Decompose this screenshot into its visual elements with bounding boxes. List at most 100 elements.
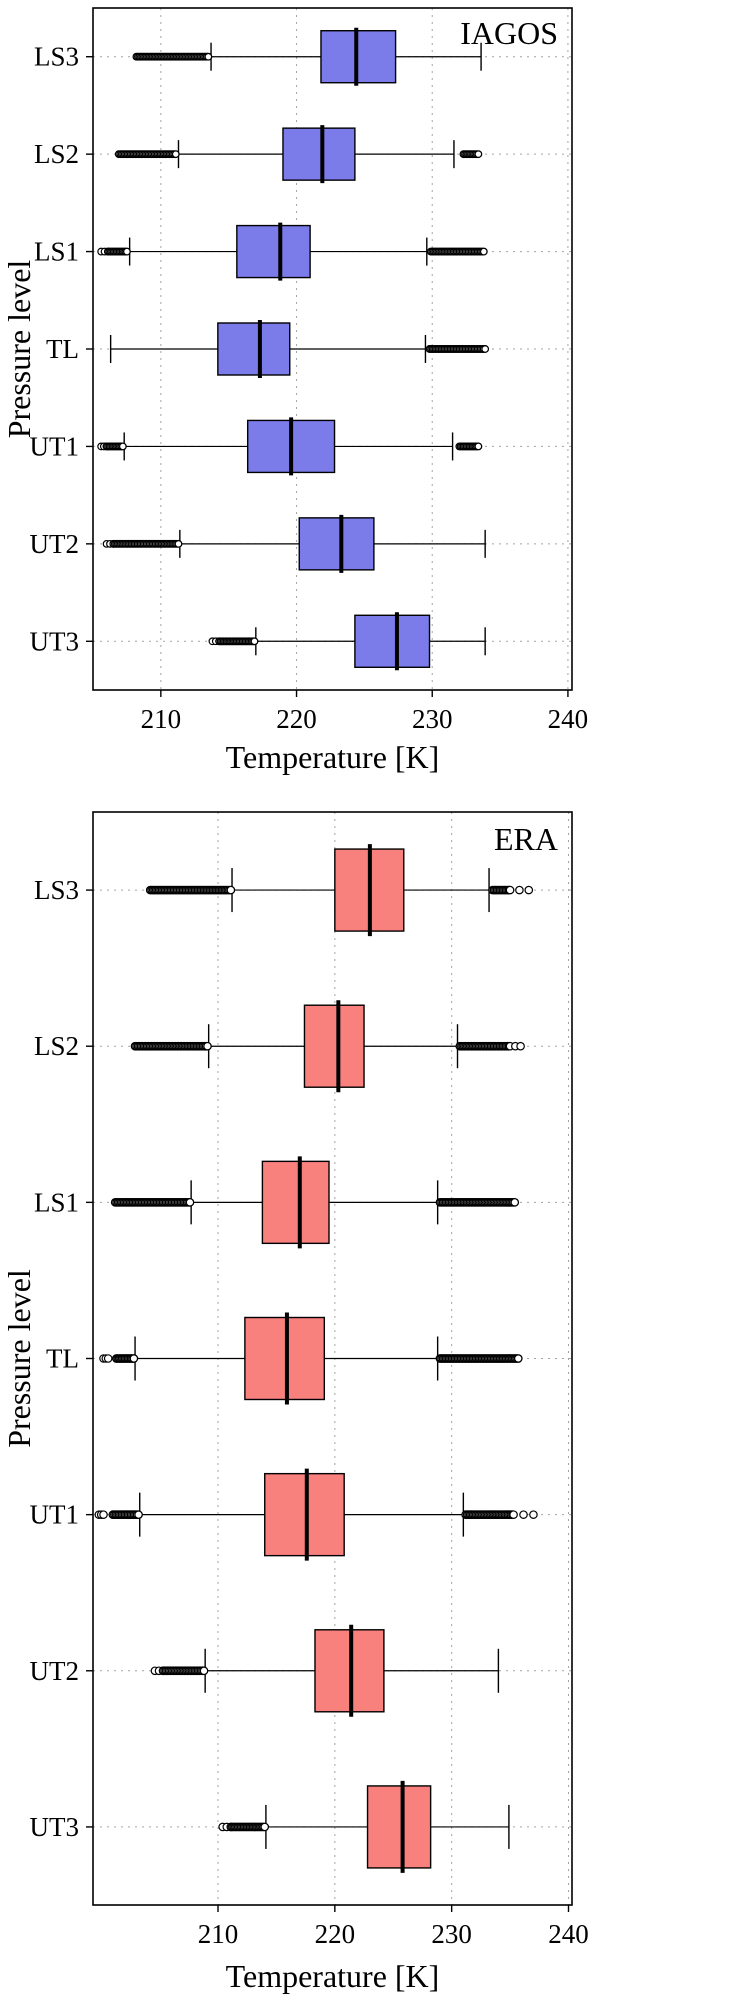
- x-axis-label: Temperature [K]: [226, 739, 440, 775]
- iqr-box: [217, 322, 291, 376]
- boxplot-row-TL: [99, 1312, 523, 1405]
- flier-circle-icon: [513, 1354, 523, 1363]
- fliers-low: [99, 1354, 113, 1363]
- flier-circle-icon: [481, 345, 490, 353]
- fliers-high: [459, 150, 483, 159]
- fliers-low: [226, 1822, 270, 1832]
- flier-circle-icon: [505, 885, 515, 895]
- iqr-box: [320, 30, 397, 84]
- boxplot-row-UT2: [150, 1624, 500, 1717]
- fliers-low: [132, 52, 213, 61]
- iqr-box: [264, 1472, 345, 1557]
- fliers-high: [426, 247, 488, 256]
- iqr-box: [354, 614, 431, 668]
- iqr-box: [261, 1160, 330, 1245]
- y-tick-label-LS2: LS2: [34, 139, 79, 169]
- flier-circle-icon: [204, 52, 213, 61]
- chart-title: ERA: [494, 821, 558, 857]
- x-tick-label: 220: [315, 1919, 356, 1949]
- flier-circle-icon: [118, 442, 127, 451]
- flier-circle-icon: [203, 1041, 212, 1051]
- era-boxplot-svg: 210 220 230 240 LS3 LS2 LS1 TL UT1 UT2 UT3 ERA Tempe…: [0, 790, 755, 2011]
- flier-circle-icon: [510, 1198, 520, 1207]
- flier-circle-icon: [524, 885, 534, 895]
- flier-circle-icon: [479, 247, 488, 256]
- x-tick-label: 230: [412, 704, 453, 734]
- flier-circle-icon: [260, 1822, 270, 1832]
- fliers-low: [110, 1198, 195, 1207]
- iqr-box: [244, 1316, 326, 1401]
- y-tick-label-LS3: LS3: [34, 42, 79, 72]
- boxplot-row-UT3: [208, 612, 486, 671]
- fliers-low: [94, 1510, 108, 1519]
- iqr-box: [366, 1785, 432, 1869]
- iqr-box: [298, 517, 375, 571]
- y-tick-label-UT1: UT1: [30, 1500, 80, 1530]
- flier-circle-icon: [515, 885, 524, 895]
- boxplot-row-LS1: [110, 1156, 520, 1249]
- fliers-high: [455, 442, 483, 451]
- y-tick-label-LS3: LS3: [34, 875, 79, 905]
- y-axis-label: Pressure level: [1, 1269, 37, 1448]
- y-tick-label-TL: TL: [46, 1344, 79, 1374]
- flier-circle-icon: [509, 1510, 518, 1519]
- flier-circle-icon: [226, 885, 236, 895]
- y-tick-label-LS1: LS1: [34, 1187, 79, 1217]
- y-tick-label-TL: TL: [46, 334, 79, 364]
- fliers-low: [114, 150, 180, 159]
- fliers-low: [158, 1666, 209, 1676]
- flier-circle-icon: [185, 1198, 195, 1207]
- fliers-low: [215, 637, 259, 646]
- x-axis-label: Temperature [K]: [226, 1958, 440, 1994]
- iqr-box: [303, 1004, 365, 1088]
- flier-circle-icon: [171, 150, 180, 159]
- boxplot-row-UT3: [218, 1780, 510, 1873]
- fliers-high: [509, 1510, 538, 1519]
- x-tick-label: 220: [276, 704, 317, 734]
- fliers-low: [109, 539, 183, 548]
- x-tick-label: 210: [198, 1919, 239, 1949]
- chart-title: IAGOS: [460, 15, 558, 51]
- fliers-low: [108, 1510, 143, 1519]
- x-tick-label: 240: [548, 704, 589, 734]
- flier-circle-icon: [103, 1354, 113, 1363]
- iqr-box: [282, 127, 356, 181]
- flier-circle-icon: [199, 1666, 209, 1676]
- boxplot-row-UT2: [102, 514, 486, 573]
- iagos-boxplot-figure: 210 220 230 240 LS3 LS2 LS1 TL UT1 UT2 UT3 IAGOS Tem…: [0, 0, 755, 790]
- fliers-high: [505, 1041, 525, 1051]
- fliers-low: [112, 1354, 139, 1363]
- flier-circle-icon: [474, 442, 483, 451]
- fliers-low: [145, 885, 236, 895]
- y-tick-label-UT3: UT3: [30, 1812, 80, 1842]
- iqr-box: [236, 224, 311, 279]
- x-tick-label: 230: [431, 1919, 472, 1949]
- flier-circle-icon: [99, 1510, 108, 1519]
- boxplot-row-LS3: [145, 844, 534, 937]
- flier-circle-icon: [519, 1510, 528, 1519]
- fliers-low: [103, 247, 131, 256]
- flier-circle-icon: [250, 637, 259, 646]
- boxplot-row-TL: [109, 320, 490, 378]
- y-tick-label-UT1: UT1: [30, 431, 80, 461]
- boxplot-row-LS2: [114, 125, 483, 184]
- fliers-low: [102, 442, 127, 451]
- y-tick-label-LS1: LS1: [34, 237, 79, 267]
- boxplot-row-UT1: [97, 417, 483, 476]
- flier-circle-icon: [516, 1041, 525, 1051]
- boxplot-row-UT1: [94, 1468, 538, 1561]
- y-axis-label: Pressure level: [1, 260, 37, 439]
- flier-circle-icon: [174, 539, 183, 548]
- fliers-high: [455, 1041, 514, 1051]
- fliers-high: [505, 885, 534, 895]
- y-tick-label-UT3: UT3: [30, 626, 80, 656]
- y-tick-label-UT2: UT2: [30, 1656, 80, 1686]
- boxplot-row-LS3: [132, 27, 482, 86]
- flier-circle-icon: [134, 1510, 143, 1519]
- flier-circle-icon: [129, 1354, 139, 1363]
- fliers-high: [435, 1198, 520, 1207]
- y-tick-label-UT2: UT2: [30, 529, 80, 559]
- x-tick-label: 210: [141, 704, 182, 734]
- boxplot-row-LS1: [97, 222, 488, 281]
